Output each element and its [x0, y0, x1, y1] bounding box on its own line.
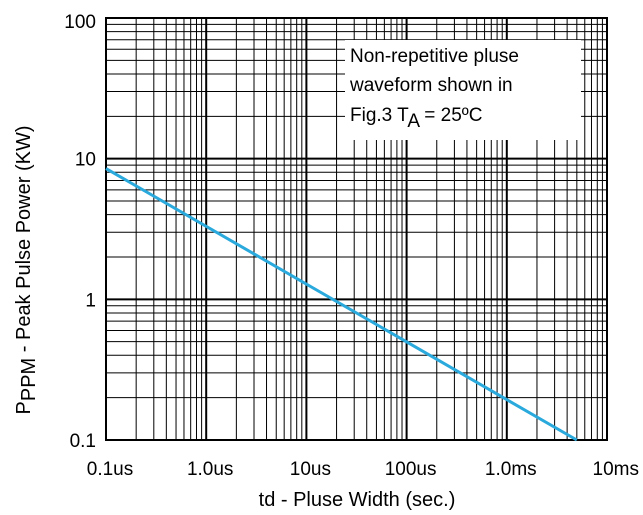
y-axis-label-prefix: P: [13, 401, 35, 414]
annotation-line-3-suffix: = 25ºC: [419, 105, 482, 126]
y-tick-label: 100: [64, 12, 96, 33]
annotation-line-3-prefix: Fig.3 T: [350, 105, 409, 126]
x-tick-label: 1.0ms: [485, 459, 537, 480]
series-line-0: [105, 167, 578, 442]
annotation-line-1: Non-repetitive pluse: [350, 46, 519, 67]
x-tick-label: 0.1us: [87, 459, 133, 480]
x-tick-label: 10ms: [593, 459, 639, 480]
y-tick-label: 10: [75, 150, 96, 171]
annotation-background: [345, 40, 581, 140]
series-layer: [105, 167, 578, 442]
y-axis-label: PPPM - Peak Pulse Power (KW): [13, 126, 40, 415]
annotation-line-3-subscript: A: [407, 111, 420, 132]
annotation-line-3: Fig.3 TA = 25ºC: [350, 105, 482, 132]
x-tick-label: 10us: [290, 459, 331, 480]
x-axis-label: td - Pluse Width (sec.): [259, 489, 456, 511]
y-axis-label-rest: - Peak Pulse Power (KW): [13, 126, 35, 358]
x-tick-labels: 0.1us 1.0us 10us 100us 1.0ms 10ms: [87, 459, 639, 480]
y-tick-label: 0.1: [70, 431, 96, 452]
x-tick-label: 100us: [385, 459, 437, 480]
plot-border: [105, 17, 608, 441]
y-tick-labels: 0.1 1 10 100: [64, 12, 96, 452]
x-tick-label: 1.0us: [187, 459, 233, 480]
annotation-line-2: waveform shown in: [349, 75, 513, 96]
y-axis-label-subscript: PPM: [18, 358, 40, 401]
grid-lines: [105, 18, 607, 441]
y-tick-label: 1: [85, 290, 96, 311]
annotation-box: Non-repetitive pluse waveform shown in F…: [345, 40, 581, 140]
